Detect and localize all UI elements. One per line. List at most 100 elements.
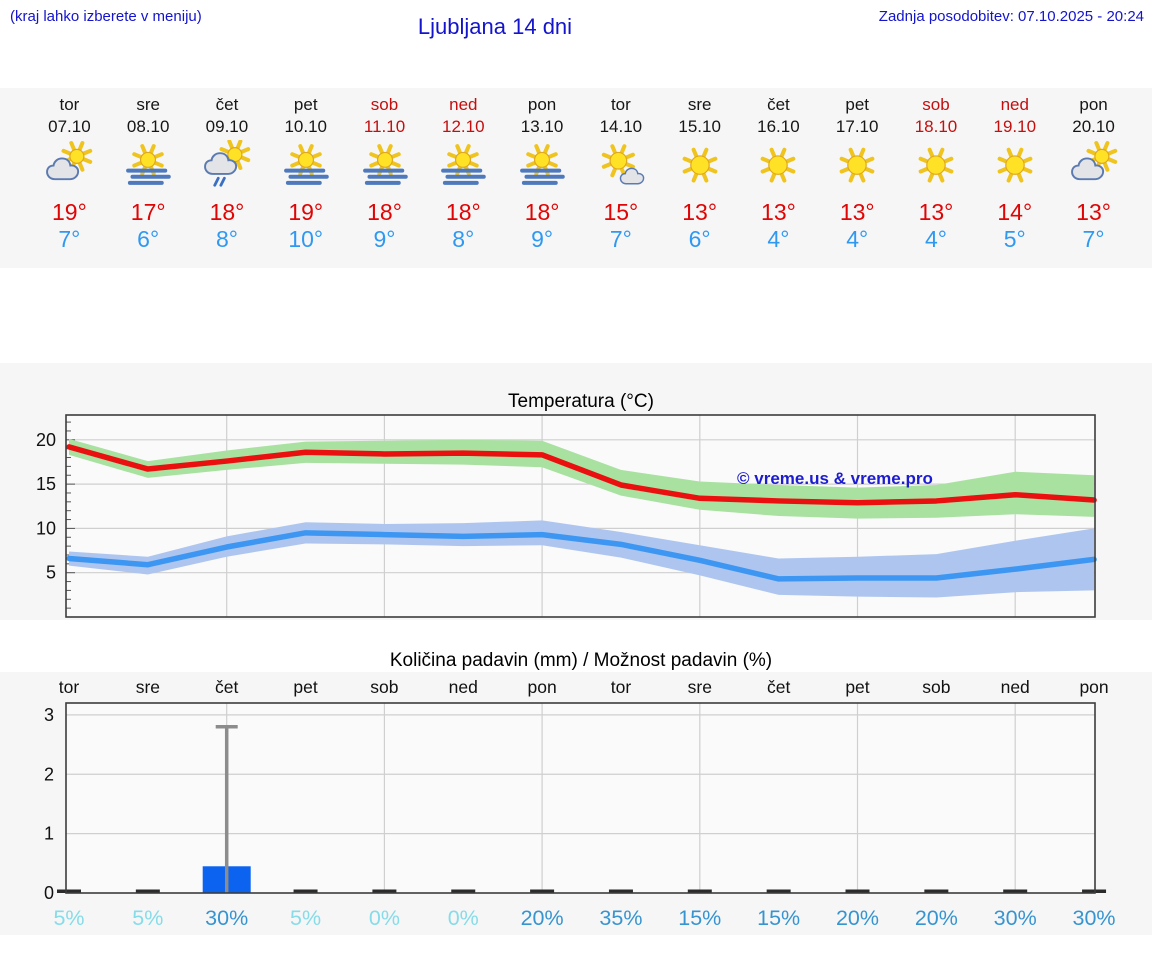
precip-day-label: pon: [1079, 677, 1108, 697]
precip-day-label: čet: [767, 677, 790, 697]
day-min-temp: 7°: [609, 226, 632, 252]
day-max-temp: 13°: [761, 199, 796, 225]
day-min-temp: 6°: [688, 226, 711, 252]
day-icon: [739, 138, 818, 196]
forecast-day-col: tor 07.10 19° 7°: [30, 94, 109, 268]
day-max-temp: 18°: [367, 199, 402, 225]
day-date: 18.10: [914, 117, 958, 136]
day-name: ned: [1000, 95, 1029, 114]
forecast-day-col: čet 09.10 18° 8°: [188, 94, 267, 268]
sun-small-cloud-icon: [601, 144, 645, 185]
precip-probability: 35%: [599, 906, 642, 930]
day-name: pon: [527, 95, 557, 114]
day-icon: [897, 138, 976, 196]
precipitation-chart-title: Količina padavin (mm) / Možnost padavin …: [390, 650, 772, 671]
day-min-temp: 7°: [1082, 226, 1105, 252]
precip-day-label: tor: [611, 677, 632, 697]
day-min-temp: 4°: [767, 226, 790, 252]
day-icon: [975, 138, 1054, 196]
sun-fog-icon: [520, 144, 565, 185]
forecast-day-col: sre 08.10 17° 6°: [109, 94, 188, 268]
day-min-temp: 8°: [452, 226, 475, 252]
precip-day-label: sob: [370, 677, 398, 697]
sun-icon: [918, 147, 954, 183]
day-name: pet: [293, 95, 318, 114]
day-name: ned: [449, 95, 478, 114]
precip-probability: 5%: [132, 906, 163, 930]
precip-probability: 0%: [369, 906, 400, 930]
day-icon: [424, 138, 503, 196]
day-min-temp: 7°: [58, 226, 81, 252]
forecast-day-col: ned 12.10 18° 8°: [424, 94, 503, 268]
watermark-link[interactable]: © vreme.us & vreme.pro: [737, 469, 933, 488]
day-max-temp: 18°: [209, 199, 245, 225]
precip-probability: 30%: [205, 906, 248, 930]
day-icon: [266, 138, 345, 196]
precip-probability: 20%: [521, 906, 564, 930]
day-icon: [818, 138, 897, 196]
precip-probability: 0%: [448, 906, 479, 930]
precip-day-label: pon: [527, 677, 556, 697]
day-min-temp: 10°: [288, 226, 324, 252]
day-name: tor: [59, 95, 80, 114]
sun-fog-icon: [441, 144, 487, 185]
precip-day-label: sob: [922, 677, 950, 697]
precip-probability: 30%: [1073, 906, 1116, 930]
svg-text:20: 20: [36, 430, 56, 450]
precip-day-label: pet: [845, 677, 869, 697]
day-name: čet: [215, 95, 239, 114]
day-name: sob: [922, 95, 950, 114]
day-icon: [188, 138, 267, 196]
day-icon: [581, 138, 660, 196]
forecast-day-col: pon 20.10 13° 7°: [1054, 94, 1133, 268]
day-max-temp: 13°: [1076, 199, 1111, 225]
sun-cloud-icon: [46, 141, 93, 181]
day-min-temp: 4°: [924, 226, 947, 252]
day-max-temp: 17°: [130, 199, 166, 225]
forecast-day-col: pet 10.10 19° 10°: [266, 94, 345, 268]
day-name: sob: [370, 95, 399, 114]
day-max-temp: 13°: [918, 199, 954, 225]
forecast-strip: tor 07.10 19° 7° sre 08.10 17° 6° čet 09.10 18° 8…: [0, 88, 1152, 268]
sun-fog-icon: [283, 144, 329, 185]
svg-text:15: 15: [36, 474, 56, 494]
day-icon: [109, 138, 188, 196]
svg-text:2: 2: [44, 764, 54, 784]
sun-icon: [839, 147, 875, 183]
day-date: 17.10: [835, 117, 879, 136]
precip-probability: 5%: [290, 906, 321, 930]
location-menu-hint[interactable]: (kraj lahko izberete v meniju): [10, 8, 202, 25]
day-min-temp: 8°: [215, 226, 238, 252]
forecast-day-col: sre 15.10 13° 6°: [660, 94, 739, 268]
day-min-temp: 5°: [1003, 226, 1026, 252]
forecast-day-col: ned 19.10 14° 5°: [975, 94, 1054, 268]
day-icon: [30, 138, 109, 196]
day-date: 13.10: [520, 117, 564, 136]
svg-text:5: 5: [46, 563, 56, 583]
precip-day-label: čet: [215, 677, 238, 697]
day-date: 16.10: [757, 117, 800, 136]
day-name: pon: [1079, 95, 1108, 114]
sun-fog-icon: [126, 144, 171, 185]
day-min-temp: 9°: [373, 226, 396, 252]
day-icon: [1054, 138, 1133, 196]
precip-day-label: sre: [688, 677, 712, 697]
day-name: sre: [136, 95, 160, 114]
sun-icon: [682, 147, 718, 183]
day-name: čet: [767, 95, 790, 114]
precip-day-label: ned: [449, 677, 478, 697]
forecast-day-col: pon 13.10 18° 9°: [503, 94, 582, 268]
precip-probability: 15%: [678, 906, 721, 930]
day-date: 15.10: [678, 117, 721, 136]
day-date: 09.10: [205, 117, 249, 136]
sun-icon: [997, 147, 1033, 183]
precipitation-chart: tor sre čet pet sob ned pon tor sre čet pet sob ned p…: [0, 650, 1152, 935]
day-max-temp: 13°: [839, 199, 875, 225]
day-max-temp: 19°: [52, 199, 87, 225]
forecast-day-col: sob 11.10 18° 9°: [345, 94, 424, 268]
day-date: 08.10: [126, 117, 170, 136]
precip-probability: 30%: [994, 906, 1037, 930]
day-date: 10.10: [284, 117, 327, 136]
temperature-chart: 5 10 15 20 Temperatura (°C) © vreme.us & vr…: [36, 391, 1097, 618]
